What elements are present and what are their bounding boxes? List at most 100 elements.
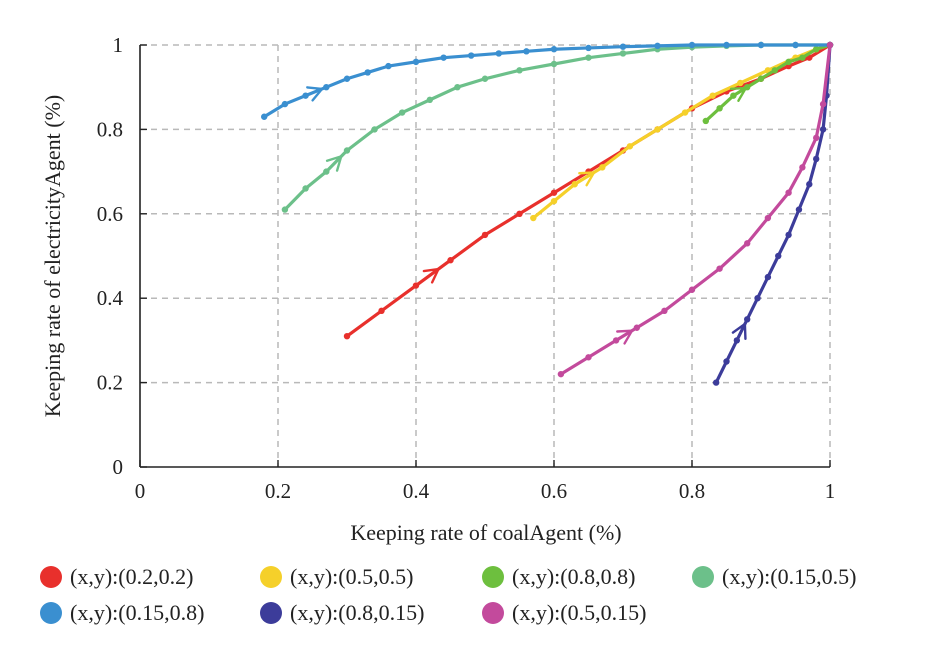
legend-item-0: (x,y):(0.2,0.2) (40, 564, 193, 590)
data-point-5-11 (819, 126, 827, 133)
data-point-1-0 (530, 214, 537, 222)
data-point-6-13 (826, 41, 834, 49)
data-point-4-18 (757, 41, 765, 49)
data-point-1-8 (737, 79, 744, 87)
axes (139, 44, 831, 468)
data-point-4-11 (523, 48, 530, 55)
data-point-2-1 (716, 105, 723, 112)
y-axis-label: Keeping rate of electricityAgent (%) (40, 95, 65, 418)
data-point-5-9 (806, 181, 813, 188)
legend-item-3: (x,y):(0.15,0.5) (692, 564, 856, 590)
data-point-1-3 (599, 164, 606, 171)
data-point-5-3 (744, 316, 751, 323)
legend-label-1: (x,y):(0.5,0.5) (290, 564, 414, 589)
legend-label-2: (x,y):(0.8,0.8) (512, 564, 636, 589)
data-point-5-4 (754, 295, 761, 302)
data-point-6-1 (585, 354, 592, 361)
data-point-1-4 (626, 143, 634, 150)
data-point-3-12 (619, 50, 627, 57)
legend-label-5: (x,y):(0.8,0.15) (290, 600, 425, 625)
data-point-4-1 (281, 100, 289, 108)
data-point-6-3 (633, 324, 640, 331)
legend-item-4: (x,y):(0.15,0.8) (40, 600, 204, 626)
data-point-4-15 (654, 42, 661, 50)
direction-arrow-2 (729, 86, 748, 102)
data-point-0-6 (550, 189, 558, 196)
data-point-2-7 (799, 54, 806, 61)
legend-swatch-3 (692, 566, 714, 588)
data-point-4-12 (550, 46, 558, 53)
data-point-4-13 (585, 44, 592, 52)
data-point-2-2 (730, 92, 737, 99)
y-tick-label-3: 0.6 (97, 202, 123, 226)
data-point-4-19 (792, 41, 799, 49)
data-point-6-9 (785, 189, 792, 196)
legend-item-5: (x,y):(0.8,0.15) (260, 600, 424, 626)
legend-item-2: (x,y):(0.8,0.8) (482, 564, 635, 590)
data-point-6-4 (661, 307, 668, 315)
data-point-0-4 (481, 231, 489, 239)
legend-swatch-0 (40, 566, 62, 588)
y-tick-label-5: 1 (113, 33, 124, 57)
data-point-5-1 (723, 358, 730, 365)
x-axis-label: Keeping rate of coalAgent (%) (350, 520, 621, 545)
data-point-6-0 (557, 370, 565, 378)
direction-arrow-5 (731, 322, 747, 340)
data-point-6-7 (744, 240, 751, 247)
data-point-1-5 (654, 126, 661, 133)
data-point-2-0 (702, 117, 709, 125)
data-point-5-0 (712, 379, 720, 386)
data-point-4-5 (364, 69, 371, 76)
y-tick-label-2: 0.4 (97, 286, 124, 310)
legend-swatch-1 (260, 566, 282, 588)
legend-item-1: (x,y):(0.5,0.5) (260, 564, 413, 590)
x-tick-label-1: 0.2 (265, 479, 291, 503)
data-point-6-2 (612, 337, 620, 344)
series-1 (530, 41, 834, 222)
data-point-1-7 (709, 92, 716, 99)
direction-arrow-0 (422, 267, 440, 284)
data-point-6-11 (813, 134, 820, 142)
data-point-3-11 (585, 54, 592, 61)
data-point-3-6 (426, 96, 433, 104)
data-point-5-10 (813, 155, 820, 163)
legend-label-6: (x,y):(0.5,0.15) (512, 600, 647, 625)
data-point-5-5 (764, 273, 772, 281)
data-point-3-9 (516, 67, 523, 74)
data-point-2-5 (771, 67, 778, 74)
data-point-0-5 (516, 210, 523, 217)
series-6 (557, 41, 834, 378)
data-point-4-3 (323, 84, 330, 91)
grid-lines (140, 44, 831, 467)
data-point-5-7 (785, 231, 792, 239)
legend-label-0: (x,y):(0.2,0.2) (70, 564, 194, 589)
data-point-4-14 (619, 43, 627, 50)
data-point-3-5 (399, 109, 406, 116)
data-point-0-3 (447, 257, 454, 264)
data-point-4-9 (468, 52, 475, 59)
x-tick-label-2: 0.4 (403, 479, 430, 503)
series-line-5 (714, 43, 832, 385)
x-tick-label-5: 1 (825, 479, 836, 503)
legend-swatch-5 (260, 602, 282, 624)
data-point-5-6 (775, 252, 782, 260)
legend-swatch-4 (40, 602, 62, 624)
series-line-0 (345, 43, 832, 338)
legend-item-6: (x,y):(0.5,0.15) (482, 600, 646, 626)
data-point-6-8 (764, 214, 772, 222)
data-point-4-6 (385, 62, 392, 70)
data-point-4-17 (723, 41, 730, 49)
data-point-5-2 (733, 337, 741, 344)
legend-label-4: (x,y):(0.15,0.8) (70, 600, 205, 625)
y-tick-label-4: 0.8 (97, 117, 123, 141)
data-point-4-10 (495, 50, 502, 57)
y-tick-label-0: 0 (113, 455, 124, 479)
legend-swatch-6 (482, 602, 504, 624)
series-line-6 (559, 43, 832, 376)
series-3 (281, 41, 834, 213)
data-point-4-7 (412, 58, 420, 66)
x-tick-label-3: 0.6 (541, 479, 567, 503)
data-point-4-0 (261, 113, 268, 120)
tick-labels: 0 0.2 0.4 0.6 0.8 1 0 0.2 0.4 0.6 0.8 1 (97, 33, 836, 503)
